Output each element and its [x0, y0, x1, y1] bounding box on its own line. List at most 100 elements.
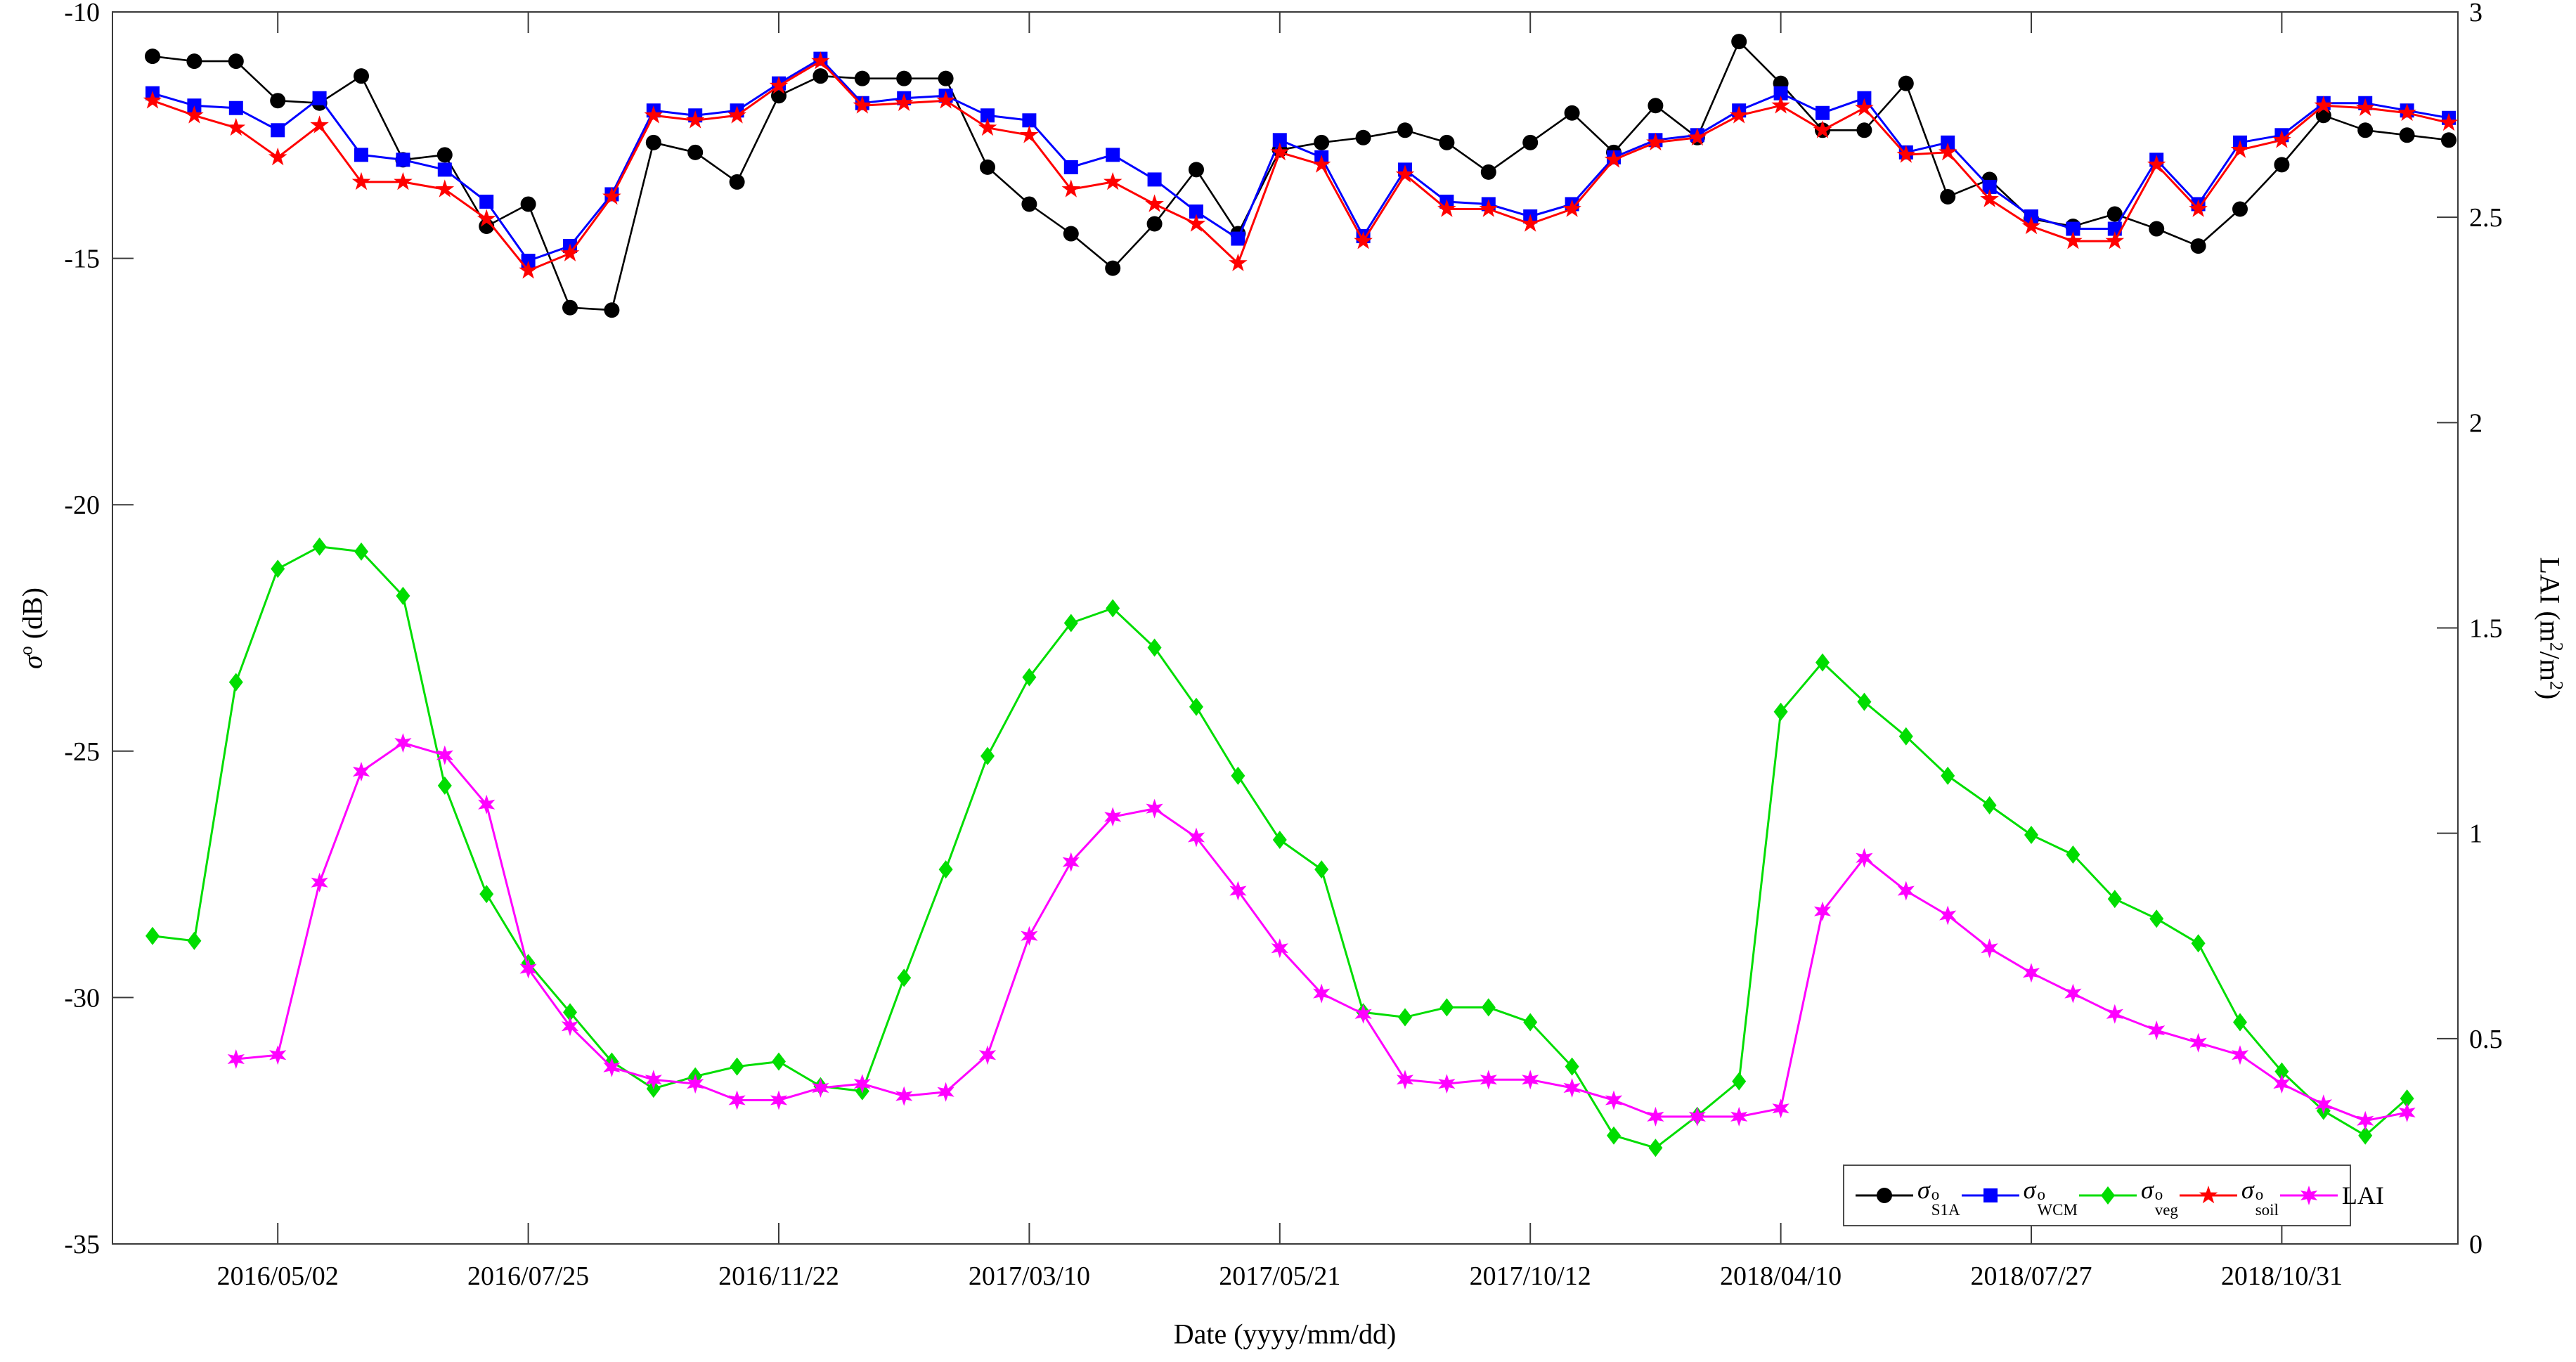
star5-legend-marker-icon [2179, 1186, 2237, 1204]
marker-sigma0_soil [2147, 155, 2166, 173]
marker-sigma0_WCM [479, 194, 494, 209]
marker-sigma0_WCM [312, 91, 327, 105]
marker-sigma0_S1A [1146, 216, 1163, 232]
marker-LAI [1772, 1098, 1789, 1119]
marker-sigma0_veg [1231, 766, 1245, 785]
marker-sigma0_S1A [729, 174, 745, 190]
diamond-glyph [2100, 1186, 2115, 1205]
marker-LAI [519, 959, 537, 979]
marker-sigma0_veg [938, 860, 953, 879]
marker-LAI [770, 1090, 788, 1110]
legend-item-LAI: LAI [2279, 1181, 2384, 1210]
marker-sigma0_S1A [2232, 201, 2248, 217]
marker-sigma0_S1A [145, 48, 160, 65]
marker-LAI [1856, 848, 1873, 868]
marker-sigma0_soil [1186, 214, 1206, 232]
marker-sigma0_soil [1729, 105, 1749, 124]
marker-sigma0_soil [1479, 199, 1499, 217]
marker-sigma0_soil [1270, 142, 1290, 161]
marker-sigma0_WCM [1231, 231, 1245, 246]
marker-LAI [1813, 901, 1832, 921]
legend-item-sigma0_S1A: σ o S1A [1854, 1175, 1960, 1217]
marker-LAI [2398, 1103, 2416, 1122]
marker-sigma0_S1A [604, 302, 620, 318]
marker-sigma0_WCM [354, 148, 368, 162]
marker-LAI [1396, 1070, 1414, 1090]
series-line-sigma0_soil [152, 60, 2449, 272]
marker-sigma0_veg [2274, 1062, 2289, 1081]
x-tick-label: 2017/05/21 [1219, 1262, 1340, 1291]
marker-sigma0_S1A [1522, 134, 1539, 150]
marker-sigma0_veg [1439, 998, 1454, 1017]
marker-sigma0_soil [2230, 140, 2250, 158]
marker-LAI [1062, 852, 1080, 872]
marker-sigma0_WCM [1773, 86, 1788, 100]
y-tick-label-left: -30 [64, 983, 100, 1013]
marker-sigma0_veg [1607, 1126, 1621, 1145]
marker-LAI [2315, 1094, 2332, 1115]
marker-sigma0_WCM [1816, 105, 1830, 120]
marker-sigma0_WCM [1189, 204, 1203, 219]
marker-sigma0_S1A [520, 196, 536, 212]
marker-sigma0_soil [1604, 150, 1624, 168]
marker-LAI [1187, 827, 1205, 848]
marker-LAI [2064, 983, 2082, 1004]
marker-sigma0_veg [2191, 934, 2206, 953]
y-tick-label-left: -10 [64, 0, 100, 27]
marker-sigma0_S1A [2399, 127, 2415, 143]
marker-sigma0_soil [1520, 214, 1540, 232]
marker-sigma0_S1A [1898, 75, 1914, 91]
marker-sigma0_veg [187, 931, 202, 950]
marker-LAI [1271, 938, 1288, 959]
marker-LAI [1981, 938, 1998, 959]
marker-sigma0_soil [2314, 96, 2334, 114]
marker-sigma0_soil [1354, 231, 1373, 249]
marker-LAI [1605, 1090, 1623, 1110]
legend-item-sigma0_soil: σ o soil [2178, 1175, 2279, 1217]
marker-sigma0_veg [1857, 692, 1872, 711]
marker-sigma0_veg [2233, 1013, 2247, 1032]
marker-sigma0_S1A [1856, 122, 1872, 138]
marker-LAI [853, 1074, 871, 1094]
marker-sigma0_veg [228, 673, 243, 692]
marker-sigma0_WCM [1147, 172, 1162, 187]
marker-sigma0_S1A [1314, 134, 1330, 150]
marker-sigma0_WCM [2066, 221, 2080, 236]
marker-LAI [2148, 1020, 2166, 1041]
marker-sigma0_veg [1022, 668, 1037, 687]
marker-sigma0_soil [727, 105, 746, 124]
marker-sigma0_soil [2021, 216, 2041, 235]
marker-sigma0_S1A [2357, 122, 2374, 138]
marker-sigma0_soil [1646, 132, 1665, 151]
marker-sigma0_veg [2107, 890, 2122, 909]
marker-sigma0_soil [2272, 130, 2291, 148]
marker-LAI [1897, 881, 1915, 901]
marker-LAI [227, 1049, 245, 1069]
square-glyph [1983, 1188, 1998, 1202]
marker-sigma0_soil [2105, 231, 2125, 249]
marker-LAI [2189, 1032, 2207, 1053]
y-tick-label-right: 0 [2469, 1230, 2483, 1259]
marker-sigma0_soil [1020, 125, 1039, 143]
marker-LAI [1939, 905, 1957, 926]
marker-sigma0_soil [1813, 120, 1832, 138]
marker-sigma0_S1A [1940, 188, 1956, 205]
marker-LAI [1229, 881, 1247, 901]
marker-LAI [352, 762, 370, 781]
marker-sigma0_S1A [2441, 132, 2457, 148]
marker-sigma0_S1A [2190, 238, 2206, 254]
marker-sigma0_WCM [1272, 133, 1287, 148]
marker-sigma0_soil [1312, 155, 1331, 173]
marker-LAI [478, 794, 496, 815]
marker-sigma0_S1A [1731, 34, 1747, 50]
marker-sigma0_S1A [645, 134, 661, 150]
marker-sigma0_S1A [228, 53, 244, 70]
marker-sigma0_S1A [2274, 157, 2290, 173]
marker-sigma0_veg [2358, 1126, 2373, 1145]
marker-sigma0_veg [2024, 826, 2038, 845]
marker-LAI [269, 1045, 287, 1065]
marker-LAI [1354, 1004, 1372, 1024]
x-tick-label: 2016/07/25 [467, 1262, 589, 1291]
marker-sigma0_S1A [1480, 164, 1496, 180]
